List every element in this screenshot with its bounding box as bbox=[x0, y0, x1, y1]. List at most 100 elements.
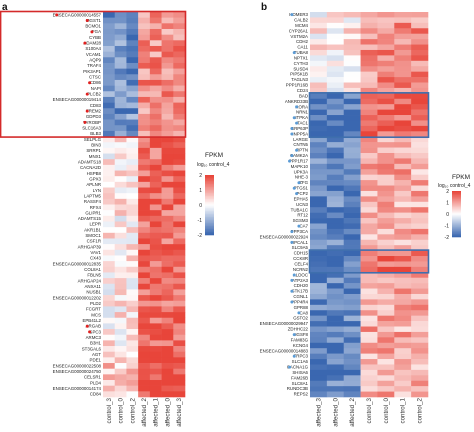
heat-cell bbox=[114, 334, 127, 341]
gene-label: TAGLN3 bbox=[291, 77, 308, 82]
heat-cell bbox=[138, 12, 151, 18]
heat-cell bbox=[114, 45, 127, 52]
heat-cell bbox=[394, 364, 412, 371]
heat-cell bbox=[326, 93, 345, 100]
gene-label: INPP5A bbox=[292, 131, 308, 136]
heat-cell bbox=[326, 87, 345, 94]
heat-cell bbox=[377, 299, 395, 306]
heat-cell bbox=[126, 85, 139, 92]
heat-cell bbox=[114, 266, 127, 273]
heat-cell bbox=[114, 102, 127, 109]
heat-cell bbox=[173, 113, 186, 120]
heat-cell bbox=[377, 331, 395, 338]
heat-cell bbox=[149, 34, 162, 41]
heat-cell bbox=[114, 306, 127, 313]
gene-label: CAMK2A bbox=[290, 153, 308, 158]
heat-cell bbox=[377, 359, 395, 365]
gene-label: CELF4 bbox=[294, 262, 308, 267]
gene-label: AQP9 bbox=[89, 58, 101, 63]
heat-cell bbox=[138, 23, 151, 30]
legend-swatch bbox=[205, 209, 214, 212]
heat-cell bbox=[326, 321, 345, 327]
heat-cell bbox=[114, 385, 127, 392]
heat-cell bbox=[343, 158, 361, 165]
heat-cell bbox=[394, 310, 412, 316]
heat-cell bbox=[114, 238, 127, 245]
legend-swatch bbox=[452, 226, 461, 229]
heat-cell bbox=[377, 131, 395, 138]
heat-cell bbox=[326, 250, 345, 257]
legend-swatch bbox=[205, 230, 214, 233]
column-label: control_0 bbox=[383, 397, 390, 423]
heat-cell bbox=[343, 22, 361, 29]
heat-cell bbox=[394, 55, 412, 62]
gene-label: HPCAL1 bbox=[291, 240, 309, 245]
heat-cell bbox=[149, 357, 162, 364]
heat-cell bbox=[360, 17, 378, 24]
heat-cell bbox=[326, 353, 345, 360]
heat-cell bbox=[394, 250, 412, 257]
heat-cell bbox=[138, 57, 151, 64]
heat-cell bbox=[149, 312, 162, 319]
heat-cell bbox=[394, 304, 412, 311]
heat-cell bbox=[126, 51, 139, 58]
heat-cell bbox=[103, 266, 116, 273]
heat-cell bbox=[310, 82, 328, 89]
heat-cell bbox=[161, 329, 174, 336]
heat-cell bbox=[161, 142, 174, 149]
heat-cell bbox=[161, 28, 174, 35]
gene-label: SMOC1 bbox=[85, 233, 101, 238]
heat-cell bbox=[360, 87, 378, 94]
heat-cell bbox=[360, 337, 378, 344]
heat-cell bbox=[377, 142, 395, 148]
heat-cell bbox=[377, 93, 395, 100]
legend-swatch bbox=[205, 200, 214, 203]
heat-cell bbox=[411, 277, 429, 284]
heat-cell bbox=[377, 342, 395, 349]
gene-marker-dot bbox=[290, 300, 294, 304]
gene-label: CGNL1 bbox=[293, 294, 308, 299]
heat-cell bbox=[138, 153, 151, 160]
gene-marker-dot bbox=[85, 109, 89, 113]
column-label: control_1 bbox=[400, 397, 407, 423]
legend-swatch bbox=[205, 224, 214, 227]
heat-cell bbox=[149, 374, 162, 381]
heat-cell bbox=[114, 40, 127, 47]
heat-cell bbox=[126, 187, 139, 194]
heat-cell bbox=[360, 201, 378, 208]
gene-marker-dot bbox=[85, 92, 89, 96]
heat-cell bbox=[103, 351, 116, 358]
heat-cell bbox=[360, 33, 378, 40]
heat-cell bbox=[343, 82, 361, 89]
heat-cell bbox=[360, 147, 378, 154]
heat-cell bbox=[138, 300, 151, 307]
heat-cell bbox=[360, 239, 378, 246]
legend-swatch bbox=[452, 225, 461, 227]
heat-cell bbox=[360, 28, 378, 34]
heat-cell bbox=[149, 130, 162, 137]
heat-cell bbox=[326, 49, 345, 56]
heat-cell bbox=[173, 125, 186, 132]
heat-cell bbox=[360, 39, 378, 45]
legend-swatch bbox=[205, 205, 214, 207]
heat-cell bbox=[149, 176, 162, 183]
heat-cell bbox=[149, 159, 162, 166]
heat-cell bbox=[360, 234, 378, 241]
heat-cell bbox=[360, 375, 378, 382]
heat-cell bbox=[103, 40, 116, 47]
gene-label: CA11 bbox=[297, 45, 308, 50]
heat-cell bbox=[310, 245, 328, 251]
heat-cell bbox=[138, 232, 151, 239]
heat-cell bbox=[394, 293, 412, 300]
heat-cell bbox=[138, 261, 151, 268]
heat-cell bbox=[103, 238, 116, 245]
heat-cell bbox=[103, 125, 116, 132]
gene-label: PDE1 bbox=[90, 358, 102, 363]
heat-cell bbox=[161, 249, 174, 256]
heat-cell bbox=[411, 190, 429, 197]
gene-label: CALB2 bbox=[294, 17, 308, 22]
heat-cell bbox=[138, 278, 151, 285]
legend-swatch bbox=[452, 230, 461, 232]
legend-swatch bbox=[452, 210, 461, 212]
heat-cell bbox=[360, 49, 378, 56]
